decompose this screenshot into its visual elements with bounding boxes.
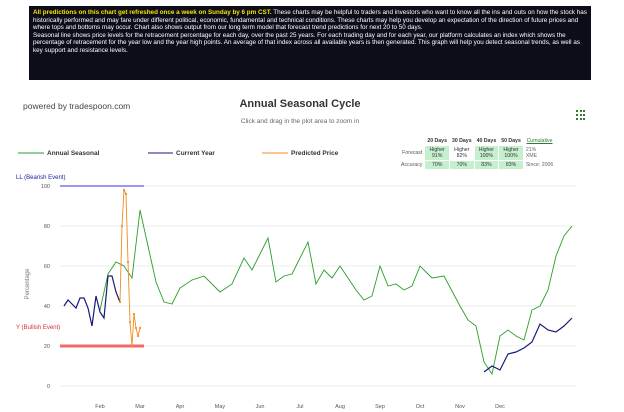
forecast-row-label: Forecast bbox=[402, 150, 423, 156]
x-tick-label: Sep bbox=[375, 404, 385, 410]
forecast-cell-20: Higher 91% bbox=[425, 146, 449, 160]
predicted-point bbox=[122, 188, 126, 192]
x-tick-label: Aug bbox=[335, 404, 345, 410]
predicted-point bbox=[118, 300, 122, 304]
accuracy-row-label: Accuracy bbox=[401, 162, 423, 168]
notice-highlight: All predictions on this chart get refres… bbox=[33, 9, 272, 16]
y-tick-label: 20 bbox=[44, 344, 50, 350]
y-tick-label: 40 bbox=[44, 304, 50, 310]
grid bbox=[60, 185, 576, 387]
predicted-point bbox=[138, 326, 142, 330]
x-tick-label: Jun bbox=[256, 404, 265, 410]
y-tick-label: 60 bbox=[44, 264, 50, 270]
legend-predicted-label: Predicted Price bbox=[291, 150, 339, 157]
cumulative-value: 21% bbox=[525, 147, 537, 153]
chart-title: Annual Seasonal Cycle bbox=[239, 98, 361, 110]
x-tick-label: Mar bbox=[135, 404, 145, 410]
y-tick-label: 80 bbox=[44, 224, 50, 230]
accuracy-cell-40: 83% bbox=[474, 161, 499, 169]
predicted-point bbox=[130, 344, 134, 348]
predicted-point bbox=[136, 334, 140, 338]
chart-menu-icon[interactable] bbox=[576, 110, 586, 120]
x-tick-label: Jul bbox=[296, 404, 303, 410]
forecast-cell-30: Higher 82% bbox=[454, 147, 470, 159]
x-tick-label: Dec bbox=[495, 404, 505, 410]
forecast-table: 20 Days 30 Days 40 Days 50 Days Cumulati… bbox=[398, 136, 556, 170]
forecast-side-info: 21% XME bbox=[524, 146, 555, 160]
y-ticks: 0 20 40 60 80 100 bbox=[41, 184, 50, 390]
predicted-point bbox=[124, 192, 128, 196]
since-label: Since: 2006 bbox=[525, 162, 554, 168]
y-tick-label: 0 bbox=[47, 384, 50, 390]
predicted-point bbox=[134, 326, 138, 330]
x-tick-label: May bbox=[215, 404, 226, 410]
notice-seasonal-text: Seasonal line shows price levels for the… bbox=[33, 31, 580, 54]
current-year-line-2 bbox=[483, 317, 573, 373]
current-year-line-1 bbox=[63, 275, 121, 327]
forecast-header-30: 30 Days bbox=[451, 138, 472, 144]
x-ticks: Feb Mar Apr May Jun Jul Aug Sep Oct Nov Dec bbox=[95, 404, 505, 410]
annual-seasonal-line bbox=[99, 209, 573, 376]
forecast-header-20: 20 Days bbox=[427, 138, 447, 144]
forecast-cell-50: Higher 100% bbox=[499, 146, 523, 160]
forecast-cell-40: Higher 100% bbox=[474, 146, 499, 160]
forecast-header-40: 40 Days bbox=[476, 138, 497, 144]
forecast-header-50: 50 Days bbox=[501, 138, 521, 144]
predicted-point bbox=[132, 312, 136, 316]
y-axis-title: Percentage bbox=[25, 268, 31, 299]
legend: Annual Seasonal Current Year Predicted P… bbox=[18, 150, 339, 157]
predicted-point bbox=[120, 224, 124, 228]
predicted-point bbox=[126, 260, 130, 264]
ticker-label: XME bbox=[525, 153, 538, 159]
notice-body: These charts may be helpful to traders a… bbox=[33, 9, 587, 32]
chart-subtitle: Click and drag in the plot area to zoom … bbox=[240, 118, 360, 125]
x-tick-label: Oct bbox=[416, 404, 425, 410]
y-tick-label: 100 bbox=[41, 184, 50, 190]
cumulative-link[interactable]: Cumulative bbox=[526, 138, 553, 144]
bullish-event-label: Y (Bullish Event) bbox=[16, 325, 60, 331]
reference-lines bbox=[60, 185, 144, 348]
powered-by-label: powered by tradespoon.com bbox=[23, 101, 131, 111]
accuracy-cell-20: 70% bbox=[425, 161, 449, 169]
legend-current-label: Current Year bbox=[176, 150, 215, 157]
x-tick-label: Apr bbox=[176, 404, 185, 410]
series-group bbox=[63, 188, 573, 376]
bearish-event-label: LL (Bearish Event) bbox=[16, 175, 65, 181]
legend-annual-label: Annual Seasonal bbox=[47, 150, 100, 157]
predicted-point bbox=[128, 320, 132, 324]
accuracy-cell-30: 70% bbox=[449, 161, 474, 169]
refresh-notice: All predictions on this chart get refres… bbox=[29, 6, 591, 80]
x-tick-label: Nov bbox=[455, 404, 465, 410]
x-tick-label: Feb bbox=[95, 404, 104, 410]
accuracy-cell-50: 83% bbox=[499, 161, 523, 169]
